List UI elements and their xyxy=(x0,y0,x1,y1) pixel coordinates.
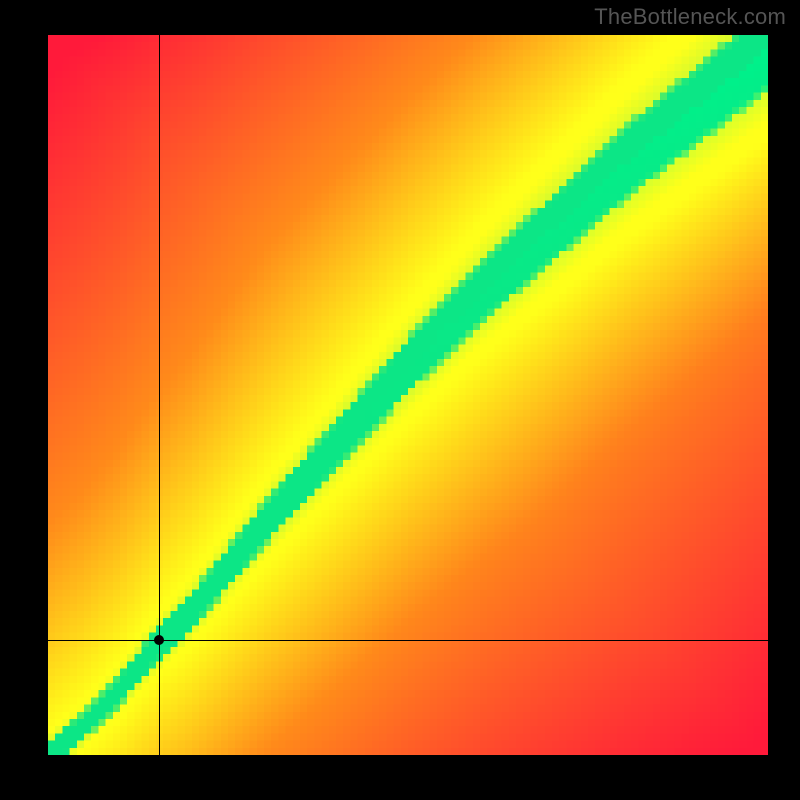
chart-container: TheBottleneck.com xyxy=(0,0,800,800)
crosshair-marker xyxy=(154,635,164,645)
watermark-text: TheBottleneck.com xyxy=(594,4,786,30)
heatmap-canvas xyxy=(48,35,768,755)
plot-area xyxy=(48,35,768,755)
crosshair-vertical xyxy=(159,35,160,755)
